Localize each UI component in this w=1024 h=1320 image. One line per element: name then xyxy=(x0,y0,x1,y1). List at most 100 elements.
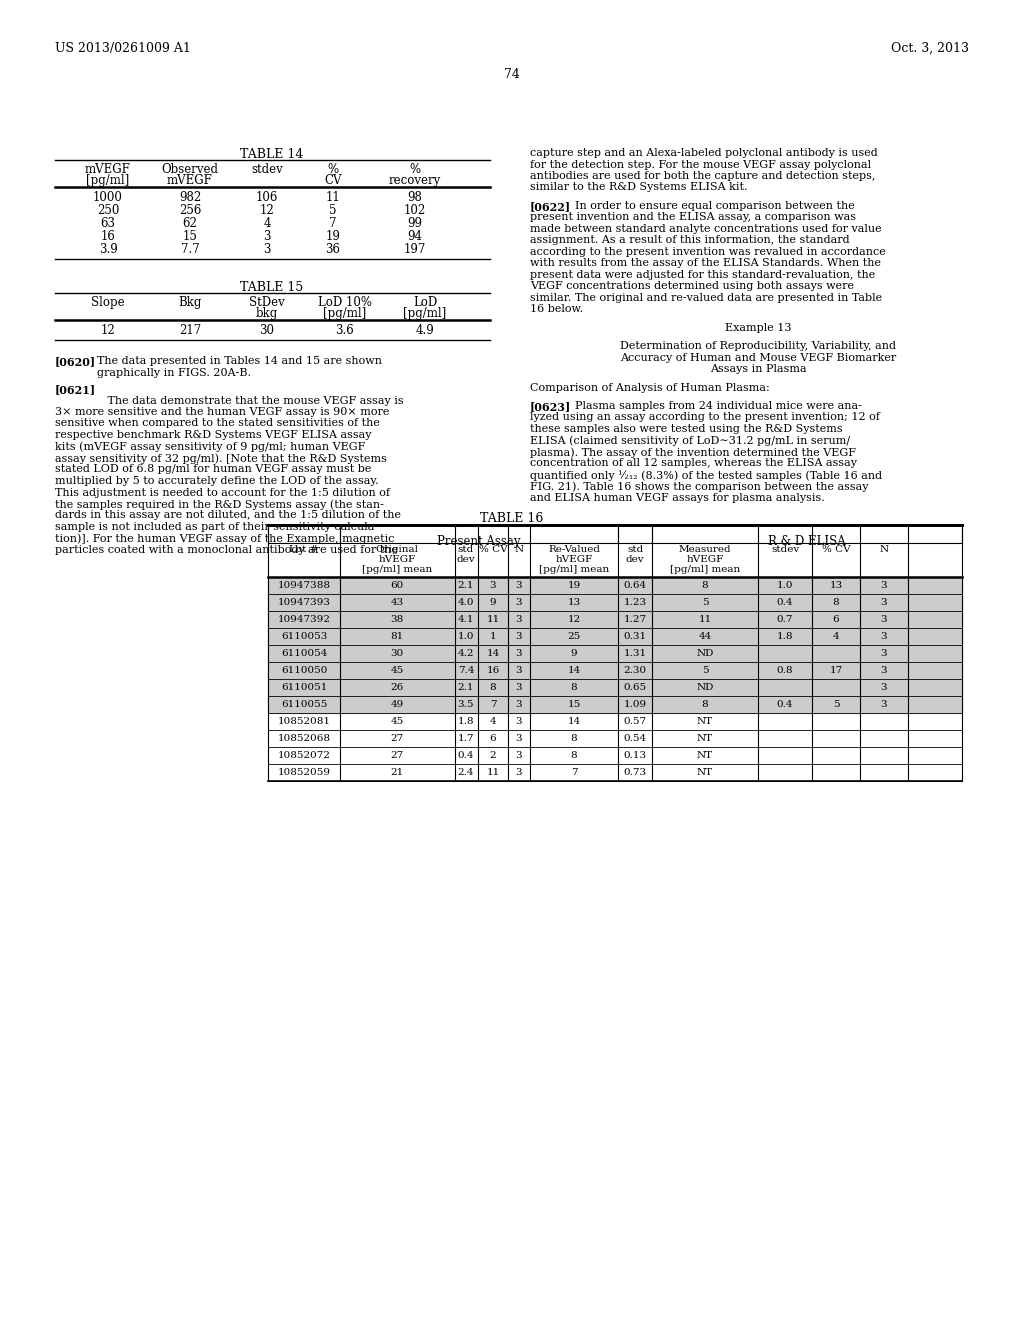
Text: 217: 217 xyxy=(179,323,201,337)
Bar xyxy=(268,645,962,663)
Text: 8: 8 xyxy=(701,701,709,709)
Text: 19: 19 xyxy=(567,582,581,590)
Text: 21: 21 xyxy=(390,768,403,777)
Text: recovery: recovery xyxy=(389,174,441,187)
Text: 0.57: 0.57 xyxy=(624,718,646,726)
Text: 12: 12 xyxy=(567,615,581,624)
Text: TABLE 15: TABLE 15 xyxy=(241,281,304,294)
Text: [pg/ml] mean: [pg/ml] mean xyxy=(361,565,432,574)
Text: 197: 197 xyxy=(403,243,426,256)
Text: Example 13: Example 13 xyxy=(725,323,792,333)
Text: LoD 10%: LoD 10% xyxy=(318,296,372,309)
Text: the samples required in the R&D Systems assay (the stan-: the samples required in the R&D Systems … xyxy=(55,499,384,510)
Text: 256: 256 xyxy=(179,205,201,216)
Text: Original: Original xyxy=(376,545,419,554)
Text: NT: NT xyxy=(697,768,713,777)
Text: 94: 94 xyxy=(408,230,423,243)
Text: [0622]: [0622] xyxy=(530,201,571,213)
Text: 2.1: 2.1 xyxy=(458,684,474,693)
Text: 60: 60 xyxy=(390,582,403,590)
Text: ND: ND xyxy=(696,684,714,693)
Text: 0.65: 0.65 xyxy=(624,684,646,693)
Text: 15: 15 xyxy=(567,701,581,709)
Text: 99: 99 xyxy=(408,216,423,230)
Text: 36: 36 xyxy=(326,243,341,256)
Text: assignment. As a result of this information, the standard: assignment. As a result of this informat… xyxy=(530,235,850,246)
Text: tion)]. For the human VEGF assay of the Example, magnetic: tion)]. For the human VEGF assay of the … xyxy=(55,533,394,544)
Text: 8: 8 xyxy=(570,684,578,693)
Text: present invention and the ELISA assay, a comparison was: present invention and the ELISA assay, a… xyxy=(530,213,856,222)
Text: similar to the R&D Systems ELISA kit.: similar to the R&D Systems ELISA kit. xyxy=(530,182,748,193)
Text: for the detection step. For the mouse VEGF assay polyclonal: for the detection step. For the mouse VE… xyxy=(530,160,871,169)
Text: kits (mVEGF assay sensitivity of 9 pg/ml; human VEGF: kits (mVEGF assay sensitivity of 9 pg/ml… xyxy=(55,441,366,451)
Text: 2: 2 xyxy=(489,751,497,760)
Text: 11: 11 xyxy=(486,768,500,777)
Text: 1.0: 1.0 xyxy=(777,582,794,590)
Text: assay sensitivity of 32 pg/ml). [Note that the R&D Systems: assay sensitivity of 32 pg/ml). [Note th… xyxy=(55,453,387,463)
Text: 98: 98 xyxy=(408,191,423,205)
Text: 3: 3 xyxy=(516,751,522,760)
Text: The data demonstrate that the mouse VEGF assay is: The data demonstrate that the mouse VEGF… xyxy=(97,396,403,405)
Text: % CV: % CV xyxy=(821,545,850,554)
Text: 17: 17 xyxy=(829,667,843,676)
Text: 15: 15 xyxy=(182,230,198,243)
Text: 26: 26 xyxy=(390,684,403,693)
Text: 3: 3 xyxy=(516,632,522,642)
Text: 1.09: 1.09 xyxy=(624,701,646,709)
Text: %: % xyxy=(410,162,421,176)
Text: 0.13: 0.13 xyxy=(624,751,646,760)
Text: [pg/ml]: [pg/ml] xyxy=(86,174,130,187)
Text: std: std xyxy=(458,545,474,554)
Text: 6110055: 6110055 xyxy=(281,701,328,709)
Text: 3: 3 xyxy=(489,582,497,590)
Text: hVEGF: hVEGF xyxy=(555,556,593,565)
Text: 1: 1 xyxy=(489,632,497,642)
Text: LoD: LoD xyxy=(413,296,437,309)
Text: 38: 38 xyxy=(390,615,403,624)
Text: dards in this assay are not diluted, and the 1:5 dilution of the: dards in this assay are not diluted, and… xyxy=(55,511,401,520)
Text: 3: 3 xyxy=(881,649,888,659)
Text: [pg/ml] mean: [pg/ml] mean xyxy=(670,565,740,574)
Text: [pg/ml] mean: [pg/ml] mean xyxy=(539,565,609,574)
Text: In order to ensure equal comparison between the: In order to ensure equal comparison betw… xyxy=(575,201,855,211)
Text: 0.54: 0.54 xyxy=(624,734,646,743)
Text: [pg/ml]: [pg/ml] xyxy=(403,308,446,319)
Text: hVEGF: hVEGF xyxy=(379,556,416,565)
Text: 30: 30 xyxy=(259,323,274,337)
Text: 12: 12 xyxy=(260,205,274,216)
Text: N: N xyxy=(514,545,523,554)
Text: 3: 3 xyxy=(881,701,888,709)
Text: 10947388: 10947388 xyxy=(278,582,331,590)
Bar xyxy=(268,680,962,697)
Text: 9: 9 xyxy=(489,598,497,607)
Text: 3: 3 xyxy=(881,598,888,607)
Text: 62: 62 xyxy=(182,216,198,230)
Text: 8: 8 xyxy=(701,582,709,590)
Text: according to the present invention was revalued in accordance: according to the present invention was r… xyxy=(530,247,886,257)
Text: 14: 14 xyxy=(486,649,500,659)
Text: 13: 13 xyxy=(567,598,581,607)
Text: NT: NT xyxy=(697,751,713,760)
Text: 1000: 1000 xyxy=(93,191,123,205)
Text: graphically in FIGS. 20A-B.: graphically in FIGS. 20A-B. xyxy=(97,367,251,378)
Text: 16: 16 xyxy=(100,230,116,243)
Text: FIG. 21). Table 16 shows the comparison between the assay: FIG. 21). Table 16 shows the comparison … xyxy=(530,482,868,492)
Text: 982: 982 xyxy=(179,191,201,205)
Text: 4: 4 xyxy=(833,632,840,642)
Text: 10852068: 10852068 xyxy=(278,734,331,743)
Text: Assays in Plasma: Assays in Plasma xyxy=(710,364,806,374)
Text: 4.2: 4.2 xyxy=(458,649,474,659)
Text: 6110054: 6110054 xyxy=(281,649,328,659)
Text: bkg: bkg xyxy=(256,308,279,319)
Text: Observed: Observed xyxy=(162,162,218,176)
Text: 1.23: 1.23 xyxy=(624,598,646,607)
Text: 1.27: 1.27 xyxy=(624,615,646,624)
Text: Measured: Measured xyxy=(679,545,731,554)
Text: NT: NT xyxy=(697,734,713,743)
Text: 6: 6 xyxy=(489,734,497,743)
Text: StDev: StDev xyxy=(249,296,285,309)
Text: 10947392: 10947392 xyxy=(278,615,331,624)
Text: 3: 3 xyxy=(516,684,522,693)
Text: 3.6: 3.6 xyxy=(336,323,354,337)
Text: 3: 3 xyxy=(881,582,888,590)
